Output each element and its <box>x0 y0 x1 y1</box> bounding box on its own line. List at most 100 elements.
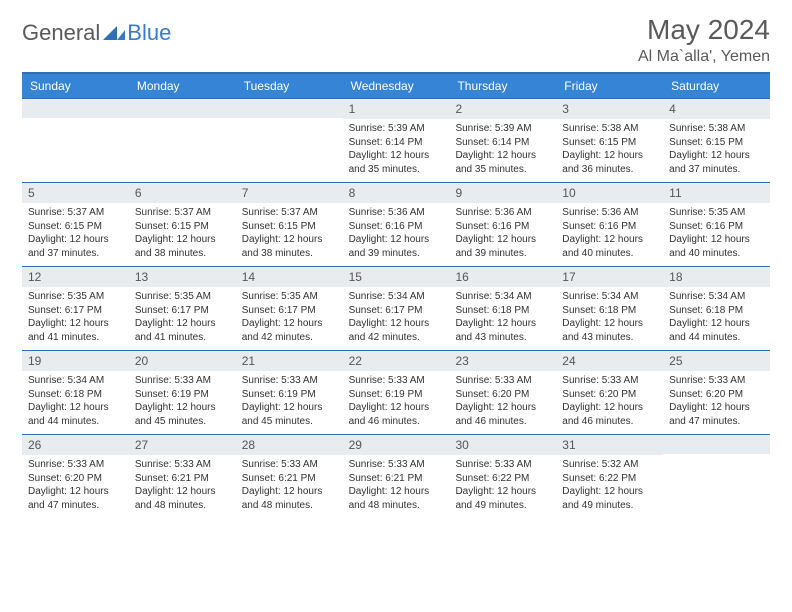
day-cell <box>129 99 236 182</box>
day-body: Sunrise: 5:39 AMSunset: 6:14 PMDaylight:… <box>343 119 450 182</box>
day-sunrise: Sunrise: 5:39 AM <box>349 122 444 136</box>
day-body: Sunrise: 5:34 AMSunset: 6:17 PMDaylight:… <box>343 287 450 350</box>
day-body: Sunrise: 5:33 AMSunset: 6:21 PMDaylight:… <box>343 455 450 518</box>
day-daylight: Daylight: 12 hours and 47 minutes. <box>669 401 764 428</box>
day-cell: 4Sunrise: 5:38 AMSunset: 6:15 PMDaylight… <box>663 99 770 182</box>
day-daylight: Daylight: 12 hours and 38 minutes. <box>242 233 337 260</box>
dow-thursday: Thursday <box>449 74 556 98</box>
day-body: Sunrise: 5:33 AMSunset: 6:19 PMDaylight:… <box>236 371 343 434</box>
day-number: 7 <box>236 183 343 203</box>
day-daylight: Daylight: 12 hours and 48 minutes. <box>135 485 230 512</box>
day-number: 15 <box>343 267 450 287</box>
day-daylight: Daylight: 12 hours and 42 minutes. <box>242 317 337 344</box>
day-sunset: Sunset: 6:20 PM <box>455 388 550 402</box>
day-number: 23 <box>449 351 556 371</box>
day-number: 10 <box>556 183 663 203</box>
day-sunrise: Sunrise: 5:36 AM <box>349 206 444 220</box>
day-sunrise: Sunrise: 5:36 AM <box>562 206 657 220</box>
day-cell: 31Sunrise: 5:32 AMSunset: 6:22 PMDayligh… <box>556 435 663 518</box>
day-number: 28 <box>236 435 343 455</box>
day-cell: 15Sunrise: 5:34 AMSunset: 6:17 PMDayligh… <box>343 267 450 350</box>
day-sunrise: Sunrise: 5:33 AM <box>349 374 444 388</box>
day-daylight: Daylight: 12 hours and 45 minutes. <box>135 401 230 428</box>
day-sunrise: Sunrise: 5:33 AM <box>28 458 123 472</box>
day-daylight: Daylight: 12 hours and 42 minutes. <box>349 317 444 344</box>
day-cell: 24Sunrise: 5:33 AMSunset: 6:20 PMDayligh… <box>556 351 663 434</box>
day-sunset: Sunset: 6:17 PM <box>242 304 337 318</box>
brand-text-1: General <box>22 20 100 46</box>
day-cell: 5Sunrise: 5:37 AMSunset: 6:15 PMDaylight… <box>22 183 129 266</box>
day-daylight: Daylight: 12 hours and 47 minutes. <box>28 485 123 512</box>
day-sunset: Sunset: 6:14 PM <box>349 136 444 150</box>
day-number: 22 <box>343 351 450 371</box>
day-number: 4 <box>663 99 770 119</box>
day-number: 16 <box>449 267 556 287</box>
day-body: Sunrise: 5:35 AMSunset: 6:16 PMDaylight:… <box>663 203 770 266</box>
day-body: Sunrise: 5:33 AMSunset: 6:22 PMDaylight:… <box>449 455 556 518</box>
day-cell: 14Sunrise: 5:35 AMSunset: 6:17 PMDayligh… <box>236 267 343 350</box>
day-sunrise: Sunrise: 5:38 AM <box>669 122 764 136</box>
day-sunrise: Sunrise: 5:33 AM <box>135 374 230 388</box>
day-number <box>236 99 343 118</box>
day-daylight: Daylight: 12 hours and 46 minutes. <box>349 401 444 428</box>
day-daylight: Daylight: 12 hours and 41 minutes. <box>135 317 230 344</box>
day-body: Sunrise: 5:38 AMSunset: 6:15 PMDaylight:… <box>663 119 770 182</box>
day-cell: 26Sunrise: 5:33 AMSunset: 6:20 PMDayligh… <box>22 435 129 518</box>
day-body <box>663 454 770 512</box>
day-cell: 20 Sunrise: 5:33 AMSunset: 6:19 PMDayligh… <box>129 351 236 434</box>
day-body: Sunrise: 5:33 AMSunset: 6:19 PMDaylight:… <box>343 371 450 434</box>
day-sunset: Sunset: 6:19 PM <box>135 388 230 402</box>
day-number <box>22 99 129 118</box>
day-sunset: Sunset: 6:21 PM <box>242 472 337 486</box>
week-row: 26Sunrise: 5:33 AMSunset: 6:20 PMDayligh… <box>22 434 770 518</box>
day-sunrise: Sunrise: 5:33 AM <box>349 458 444 472</box>
day-daylight: Daylight: 12 hours and 41 minutes. <box>28 317 123 344</box>
day-sunset: Sunset: 6:21 PM <box>135 472 230 486</box>
dow-monday: Monday <box>129 74 236 98</box>
day-sunset: Sunset: 6:15 PM <box>28 220 123 234</box>
day-body: Sunrise: 5:35 AMSunset: 6:17 PMDaylight:… <box>129 287 236 350</box>
day-cell <box>236 99 343 182</box>
day-number: 18 <box>663 267 770 287</box>
day-body: Sunrise: 5:34 AMSunset: 6:18 PMDaylight:… <box>449 287 556 350</box>
day-daylight: Daylight: 12 hours and 48 minutes. <box>349 485 444 512</box>
day-body: Sunrise: 5:34 AMSunset: 6:18 PMDaylight:… <box>663 287 770 350</box>
day-sunset: Sunset: 6:15 PM <box>562 136 657 150</box>
day-number: 27 <box>129 435 236 455</box>
day-daylight: Daylight: 12 hours and 44 minutes. <box>28 401 123 428</box>
day-sunrise: Sunrise: 5:34 AM <box>455 290 550 304</box>
day-cell: 10Sunrise: 5:36 AMSunset: 6:16 PMDayligh… <box>556 183 663 266</box>
day-sunset: Sunset: 6:15 PM <box>242 220 337 234</box>
day-cell: 29Sunrise: 5:33 AMSunset: 6:21 PMDayligh… <box>343 435 450 518</box>
day-daylight: Daylight: 12 hours and 40 minutes. <box>669 233 764 260</box>
day-cell: 22Sunrise: 5:33 AMSunset: 6:19 PMDayligh… <box>343 351 450 434</box>
day-sunset: Sunset: 6:15 PM <box>135 220 230 234</box>
day-daylight: Daylight: 12 hours and 39 minutes. <box>349 233 444 260</box>
day-daylight: Daylight: 12 hours and 48 minutes. <box>242 485 337 512</box>
day-daylight: Daylight: 12 hours and 37 minutes. <box>28 233 123 260</box>
day-sunset: Sunset: 6:18 PM <box>28 388 123 402</box>
day-number: 20 <box>129 351 236 371</box>
day-number: 3 <box>556 99 663 119</box>
day-daylight: Daylight: 12 hours and 35 minutes. <box>349 149 444 176</box>
day-body: Sunrise: 5:33 AMSunset: 6:21 PMDaylight:… <box>236 455 343 518</box>
day-daylight: Daylight: 12 hours and 43 minutes. <box>562 317 657 344</box>
dow-friday: Friday <box>556 74 663 98</box>
week-row: 12Sunrise: 5:35 AMSunset: 6:17 PMDayligh… <box>22 266 770 350</box>
day-cell: 9Sunrise: 5:36 AMSunset: 6:16 PMDaylight… <box>449 183 556 266</box>
month-title: May 2024 <box>638 14 770 46</box>
day-cell: 1Sunrise: 5:39 AMSunset: 6:14 PMDaylight… <box>343 99 450 182</box>
day-body: Sunrise: 5:36 AMSunset: 6:16 PMDaylight:… <box>449 203 556 266</box>
day-number: 24 <box>556 351 663 371</box>
day-daylight: Daylight: 12 hours and 49 minutes. <box>562 485 657 512</box>
day-body: Sunrise: 5:33 AMSunset: 6:20 PMDaylight:… <box>663 371 770 434</box>
day-sunset: Sunset: 6:16 PM <box>455 220 550 234</box>
day-sunset: Sunset: 6:19 PM <box>242 388 337 402</box>
day-daylight: Daylight: 12 hours and 43 minutes. <box>455 317 550 344</box>
day-number: 30 <box>449 435 556 455</box>
day-sunset: Sunset: 6:21 PM <box>349 472 444 486</box>
day-body: Sunrise: 5:33 AMSunset: 6:20 PMDaylight:… <box>556 371 663 434</box>
day-body: Sunrise: 5:33 AMSunset: 6:20 PMDaylight:… <box>22 455 129 518</box>
day-number: 13 <box>129 267 236 287</box>
day-body: Sunrise: 5:36 AMSunset: 6:16 PMDaylight:… <box>556 203 663 266</box>
